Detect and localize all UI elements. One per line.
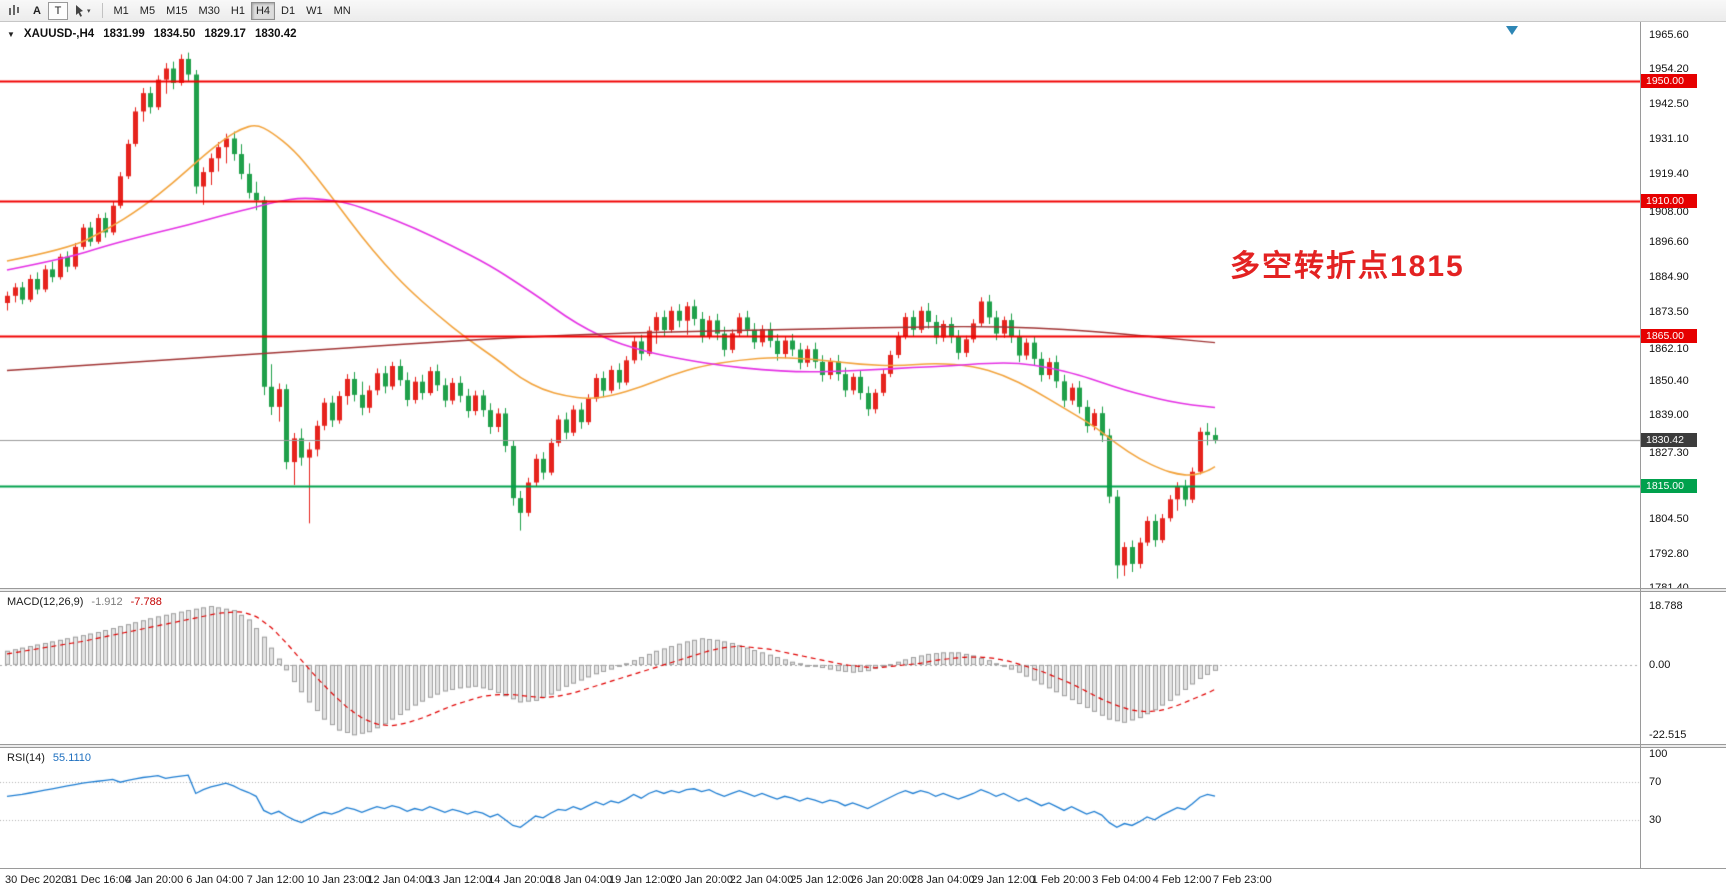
rsi-panel: RSI(14) 55.1110 100 70 30 [0,748,1726,868]
price-axis-label: 1850.40 [1649,374,1689,387]
macd-axis: 18.788 0.00 -22.515 [1640,592,1726,744]
price-axis-label: 1931.10 [1649,132,1689,145]
font-a-button[interactable]: A [33,4,41,17]
timeframe-button-m30[interactable]: M30 [198,4,220,17]
macd-main-value: -1.912 [91,596,123,608]
hline-tag-1815: 1815.00 [1641,479,1697,494]
chart-annotation: 多空转折点1815 [1230,250,1465,283]
chevron-down-icon: ▾ [87,7,91,15]
cursor-tool-button[interactable]: ▾ [69,2,96,20]
price-axis-label: 1862.10 [1649,342,1689,355]
chart-bars-icon [9,5,19,15]
chart-header: ▼ XAUUSD-,H4 1831.99 1834.50 1829.17 183… [7,28,297,40]
price-axis: 1965.60 1954.20 1942.50 1931.10 1919.40 1908.… [1640,22,1726,594]
macd-label: MACD(12,26,9) -1.912 -7.788 [7,596,162,608]
hline-tag-1865: 1865.00 [1641,329,1697,344]
macd-axis-label: -22.515 [1649,729,1687,742]
hline-tag-1950: 1950.00 [1641,73,1697,88]
macd-name: MACD(12,26,9) [7,596,84,608]
timeline-label: 6 Jan 04:00 [186,874,244,886]
timeline-label: 26 Jan 20:00 [850,874,915,886]
timeframe-button-m1[interactable]: M1 [113,4,129,17]
macd-axis-label: 0.00 [1649,658,1671,671]
symbol-timeframe-label: XAUUSD-,H4 [23,28,95,40]
timeframe-button-w1[interactable]: W1 [306,4,323,17]
timeframe-group: M1 M5 M15 M30 H1 H4 D1 W1 MN [109,1,356,20]
main-chart-panel: ▼ XAUUSD-,H4 1831.99 1834.50 1829.17 183… [0,22,1726,594]
timeline-label: 28 Jan 04:00 [911,874,975,886]
timeframe-button-h1[interactable]: H1 [230,4,245,17]
timeline-label: 31 Dec 16:00 [65,874,131,886]
rsi-canvas[interactable] [0,748,1640,868]
rsi-name: RSI(14) [7,752,45,764]
rsi-value: 55.1110 [52,752,92,764]
timeline-label: 25 Jan 12:00 [790,874,854,886]
timeline-label: 20 Jan 20:00 [669,874,734,886]
panel-splitter-macd[interactable] [0,588,1726,592]
price-axis-label: 1965.60 [1649,29,1689,41]
chart-menu-arrow-icon[interactable]: ▼ [7,29,15,39]
macd-canvas[interactable] [0,592,1640,744]
ohlc-open: 1831.99 [103,28,145,40]
timeline-label: 7 Feb 23:00 [1213,874,1272,886]
price-axis-label: 1792.80 [1649,547,1689,560]
timeline-label: 29 Jan 12:00 [971,874,1036,886]
timeframe-button-d1[interactable]: D1 [281,4,296,17]
ohlc-high: 1834.50 [153,28,196,40]
macd-panel: MACD(12,26,9) -1.912 -7.788 18.788 0.00 -2… [0,592,1726,744]
ohlc-low: 1829.17 [204,28,246,40]
price-axis-label: 1896.60 [1649,236,1689,249]
timeline-label: 4 Jan 20:00 [125,874,184,886]
text-tool-button[interactable]: T [48,1,68,20]
time-axis[interactable]: 30 Dec 2020 31 Dec 16:00 4 Jan 20:00 6 Jan … [0,868,1726,890]
panel-splitter-rsi[interactable] [0,744,1726,748]
price-axis-label: 1954.20 [1649,63,1689,76]
timeframe-button-mn[interactable]: MN [333,4,351,17]
price-axis-label: 1827.30 [1649,447,1689,460]
timeline-label: 12 Jan 04:00 [367,874,432,886]
timeline-label: 22 Jan 04:00 [729,874,794,886]
timeline-label: 1 Feb 20:00 [1031,874,1091,886]
price-axis-label: 1839.00 [1649,409,1689,422]
timeline-label: 13 Jan 12:00 [427,874,492,886]
rsi-axis-label: 100 [1649,748,1668,760]
price-axis-label: 1942.50 [1649,98,1689,111]
timeline-label: 30 Dec 2020 [5,874,68,886]
price-axis-separator [1640,22,1641,868]
macd-axis-label: 18.788 [1649,600,1683,613]
timeline-label: 18 Jan 04:00 [548,874,613,886]
timeframe-button-m15[interactable]: M15 [166,4,188,17]
cursor-arrow-icon [76,5,83,17]
timeline-label: 10 Jan 23:00 [307,874,371,886]
price-axis-label: 1919.40 [1649,167,1689,180]
price-axis-label: 1884.90 [1649,271,1689,284]
price-axis-label: 1908.00 [1649,205,1689,218]
timeline-label: 3 Feb 04:00 [1092,874,1151,886]
main-chart-canvas[interactable] [0,22,1640,588]
timeframe-button-h4[interactable]: H4 [250,1,276,20]
chart-bars-icon-button[interactable] [3,2,26,20]
rsi-axis: 100 70 30 [1640,748,1726,868]
rsi-axis-label: 70 [1649,776,1662,789]
timeline-label: 4 Feb 12:00 [1152,874,1212,886]
shift-end-marker-icon[interactable] [1506,26,1518,35]
macd-signal-value: -7.788 [130,596,162,608]
price-axis-label: 1804.50 [1649,512,1689,525]
toolbar: A T ▾ M1 M5 M15 M30 H1 H4 D1 W1 MN [0,0,1726,22]
timeframe-button-m5[interactable]: M5 [139,4,156,17]
toolbar-separator [101,3,103,18]
rsi-label: RSI(14) 55.1110 [7,752,91,764]
price-axis-label: 1873.50 [1649,305,1689,318]
current-price-tag: 1830.42 [1641,432,1697,447]
ohlc-close: 1830.42 [254,28,297,40]
rsi-axis-label: 30 [1649,813,1662,826]
timeline-label: 14 Jan 20:00 [488,874,552,886]
hline-tag-1910: 1910.00 [1641,193,1697,208]
timeline-label: 7 Jan 12:00 [246,874,305,886]
timeline-label: 19 Jan 12:00 [609,874,673,886]
